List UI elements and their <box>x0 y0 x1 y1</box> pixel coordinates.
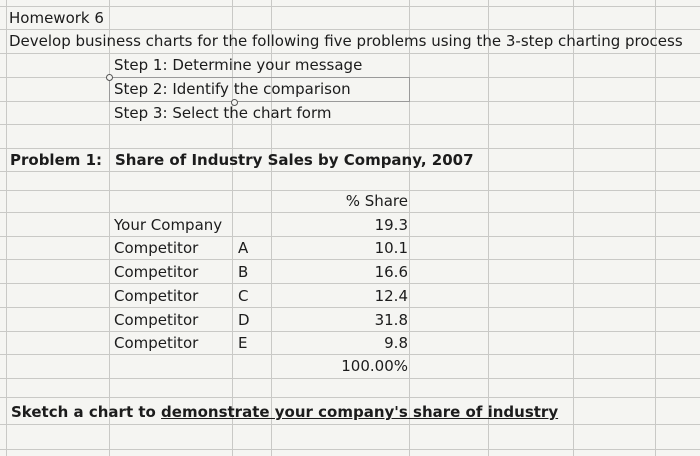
grid-line <box>488 0 489 456</box>
grid-line <box>0 259 700 260</box>
step-3-cell[interactable]: Step 3: Select the chart form <box>114 103 331 123</box>
row-name: Competitor <box>114 239 199 257</box>
grid-line <box>0 190 700 191</box>
row-name: Competitor <box>114 334 199 352</box>
grid-line <box>0 171 700 172</box>
grid-line <box>0 397 700 398</box>
grid-line <box>0 283 700 284</box>
grid-line <box>573 0 574 456</box>
row-name: Competitor <box>114 311 199 329</box>
grid-line <box>109 0 110 456</box>
row-code: B <box>238 263 249 281</box>
grid-line <box>0 236 700 237</box>
grid-line <box>0 29 700 30</box>
grid-line <box>0 378 700 379</box>
grid-line <box>409 0 410 456</box>
row-code: D <box>238 311 250 329</box>
homework-title: Homework 6 <box>9 9 104 27</box>
row-share-value: 31.8 <box>374 311 408 329</box>
share-total: 100.00% <box>341 357 408 375</box>
selection-handle[interactable] <box>106 74 113 81</box>
selected-cell-range[interactable] <box>109 77 410 102</box>
problem-label: Problem 1: <box>10 151 103 169</box>
step-2-label: Step 2: <box>114 80 168 98</box>
row-share-value: 19.3 <box>374 216 408 234</box>
row-code: C <box>238 287 249 305</box>
grid-line <box>0 424 700 425</box>
assignment-description: Develop business charts for the followin… <box>9 32 683 50</box>
row-code: A <box>238 239 249 257</box>
step-2-cell[interactable]: Step 2: Identify the comparison <box>114 79 351 99</box>
grid-line <box>0 449 700 450</box>
instruction-underlined: demonstrate your company's share of indu… <box>161 403 559 421</box>
row-name: Competitor <box>114 287 199 305</box>
row-share-value: 12.4 <box>374 287 408 305</box>
step-3-label: Step 3: <box>114 104 168 122</box>
grid-line <box>0 124 700 125</box>
grid-line <box>655 0 656 456</box>
row-share-value: 10.1 <box>374 239 408 257</box>
grid-line <box>0 53 700 54</box>
share-column-header: % Share <box>345 192 408 210</box>
grid-line <box>271 0 272 456</box>
grid-line <box>0 148 700 149</box>
grid-line <box>0 331 700 332</box>
grid-line <box>0 212 700 213</box>
row-name: Your Company <box>114 216 223 234</box>
step-1-text: Determine your message <box>172 56 363 74</box>
grid-line <box>0 354 700 355</box>
grid-line <box>232 0 233 456</box>
step-1-label: Step 1: <box>114 56 168 74</box>
problem-title: Share of Industry Sales by Company, 2007 <box>115 151 474 169</box>
step-2-text: Identify the comparison <box>172 80 351 98</box>
row-share-value: 16.6 <box>374 263 408 281</box>
grid-line <box>0 6 700 7</box>
sketch-instruction: Sketch a chart to demonstrate your compa… <box>11 402 558 422</box>
step-3-text: Select the chart form <box>172 104 332 122</box>
instruction-prefix: Sketch a chart to <box>11 403 162 421</box>
row-name: Competitor <box>114 263 199 281</box>
row-code: E <box>238 334 248 352</box>
step-1-cell[interactable]: Step 1: Determine your message <box>114 55 362 75</box>
row-share-value: 9.8 <box>384 334 408 352</box>
selection-handle[interactable] <box>231 99 238 106</box>
grid-line <box>6 0 7 456</box>
grid-line <box>0 307 700 308</box>
